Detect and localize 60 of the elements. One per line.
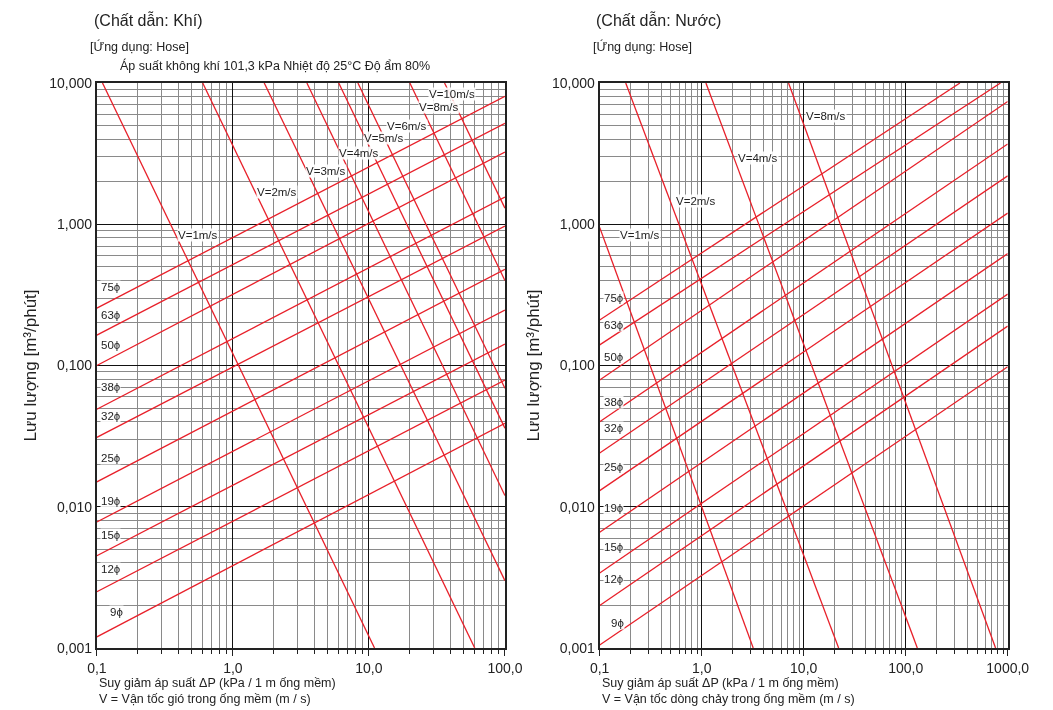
annotation: 38ϕ bbox=[101, 381, 121, 393]
x-axis-title: Suy giảm áp suất ΔP (kPa / 1 m ống mềm) V = Vận tốc dòng chảy trong ống mềm (m / s) bbox=[602, 676, 855, 707]
annotation: 63ϕ bbox=[604, 319, 624, 331]
y-tick-label: 0,100 bbox=[57, 357, 93, 374]
y-axis-title: Lưu lượng [m³/phút] bbox=[21, 289, 41, 442]
y-axis-title: Lưu lượng [m³/phút] bbox=[524, 289, 544, 442]
chart-title: (Chất dẫn: Nước) bbox=[596, 11, 722, 29]
x-axis-title: Suy giảm áp suất ΔP (kPa / 1 m ống mềm) V = Vận tốc gió trong ống mềm (m / s) bbox=[99, 676, 336, 707]
x-tick-label: 100,0 bbox=[487, 659, 523, 676]
x-tick-label: 1000,0 bbox=[986, 659, 1030, 676]
annotation: V=5m/s bbox=[364, 132, 404, 144]
x-tick-label: 100,0 bbox=[888, 659, 924, 676]
x-tick-label: 0,1 bbox=[589, 659, 610, 676]
annotation: V=8m/s bbox=[806, 110, 846, 122]
annotation: 50ϕ bbox=[604, 351, 624, 363]
annotation: V=4m/s bbox=[738, 152, 778, 164]
annotation: V=2m/s bbox=[257, 186, 297, 198]
annotation: V=2m/s bbox=[676, 195, 716, 207]
annotation: V=1m/s bbox=[178, 229, 218, 241]
annotation: 38ϕ bbox=[604, 396, 624, 408]
y-tick-label: 10,000 bbox=[552, 74, 596, 91]
annotation: 63ϕ bbox=[101, 309, 121, 321]
annotation: 9ϕ bbox=[110, 606, 123, 618]
chart-title: (Chất dẫn: Khí) bbox=[94, 11, 203, 29]
text: Áp suất không khí 101,3 kPa Nhiệt độ 25°C Độ ẩm 80% bbox=[120, 58, 431, 73]
annotation: 32ϕ bbox=[101, 410, 121, 422]
annotation: V=8m/s bbox=[419, 101, 459, 113]
annotation: 25ϕ bbox=[604, 461, 624, 473]
y-tick-label: 0,001 bbox=[559, 639, 596, 656]
annotation: V=6m/s bbox=[387, 120, 427, 132]
annotation: 15ϕ bbox=[101, 529, 121, 541]
annotation: V=10m/s bbox=[429, 88, 475, 100]
x-tick-label: 10,0 bbox=[790, 659, 818, 676]
annotation: V=1m/s bbox=[620, 229, 660, 241]
annotation: 50ϕ bbox=[101, 339, 121, 351]
annotation: 9ϕ bbox=[611, 617, 624, 629]
annotation: 25ϕ bbox=[101, 452, 121, 464]
annotation: 75ϕ bbox=[604, 292, 624, 304]
y-tick-label: 1,000 bbox=[57, 216, 93, 233]
x-tick-label: 1,0 bbox=[691, 659, 712, 676]
x-tick-label: 10,0 bbox=[355, 659, 383, 676]
annotation: 12ϕ bbox=[101, 563, 121, 575]
y-tick-label: 0,010 bbox=[559, 498, 596, 515]
x-tick-label: 0,1 bbox=[87, 659, 107, 676]
x-tick-label: 1,0 bbox=[223, 659, 243, 676]
y-tick-label: 0,010 bbox=[57, 498, 93, 515]
annotation: 19ϕ bbox=[604, 502, 624, 514]
y-tick-label: 0,100 bbox=[559, 357, 596, 374]
y-tick-label: 1,000 bbox=[559, 216, 596, 233]
chart-subtitle: [Ứng dụng: Hose] bbox=[593, 39, 692, 54]
annotation: 32ϕ bbox=[604, 422, 624, 434]
annotation: 15ϕ bbox=[604, 541, 624, 553]
chart-subtitle: [Ứng dụng: Hose] bbox=[90, 39, 189, 54]
annotation: V=3m/s bbox=[306, 165, 346, 177]
y-tick-label: 0,001 bbox=[57, 639, 93, 656]
annotation: V=4m/s bbox=[339, 147, 379, 159]
annotation: 12ϕ bbox=[604, 573, 624, 585]
y-tick-label: 10,000 bbox=[49, 74, 93, 91]
annotation: 75ϕ bbox=[101, 281, 121, 293]
annotation: 19ϕ bbox=[101, 495, 121, 507]
